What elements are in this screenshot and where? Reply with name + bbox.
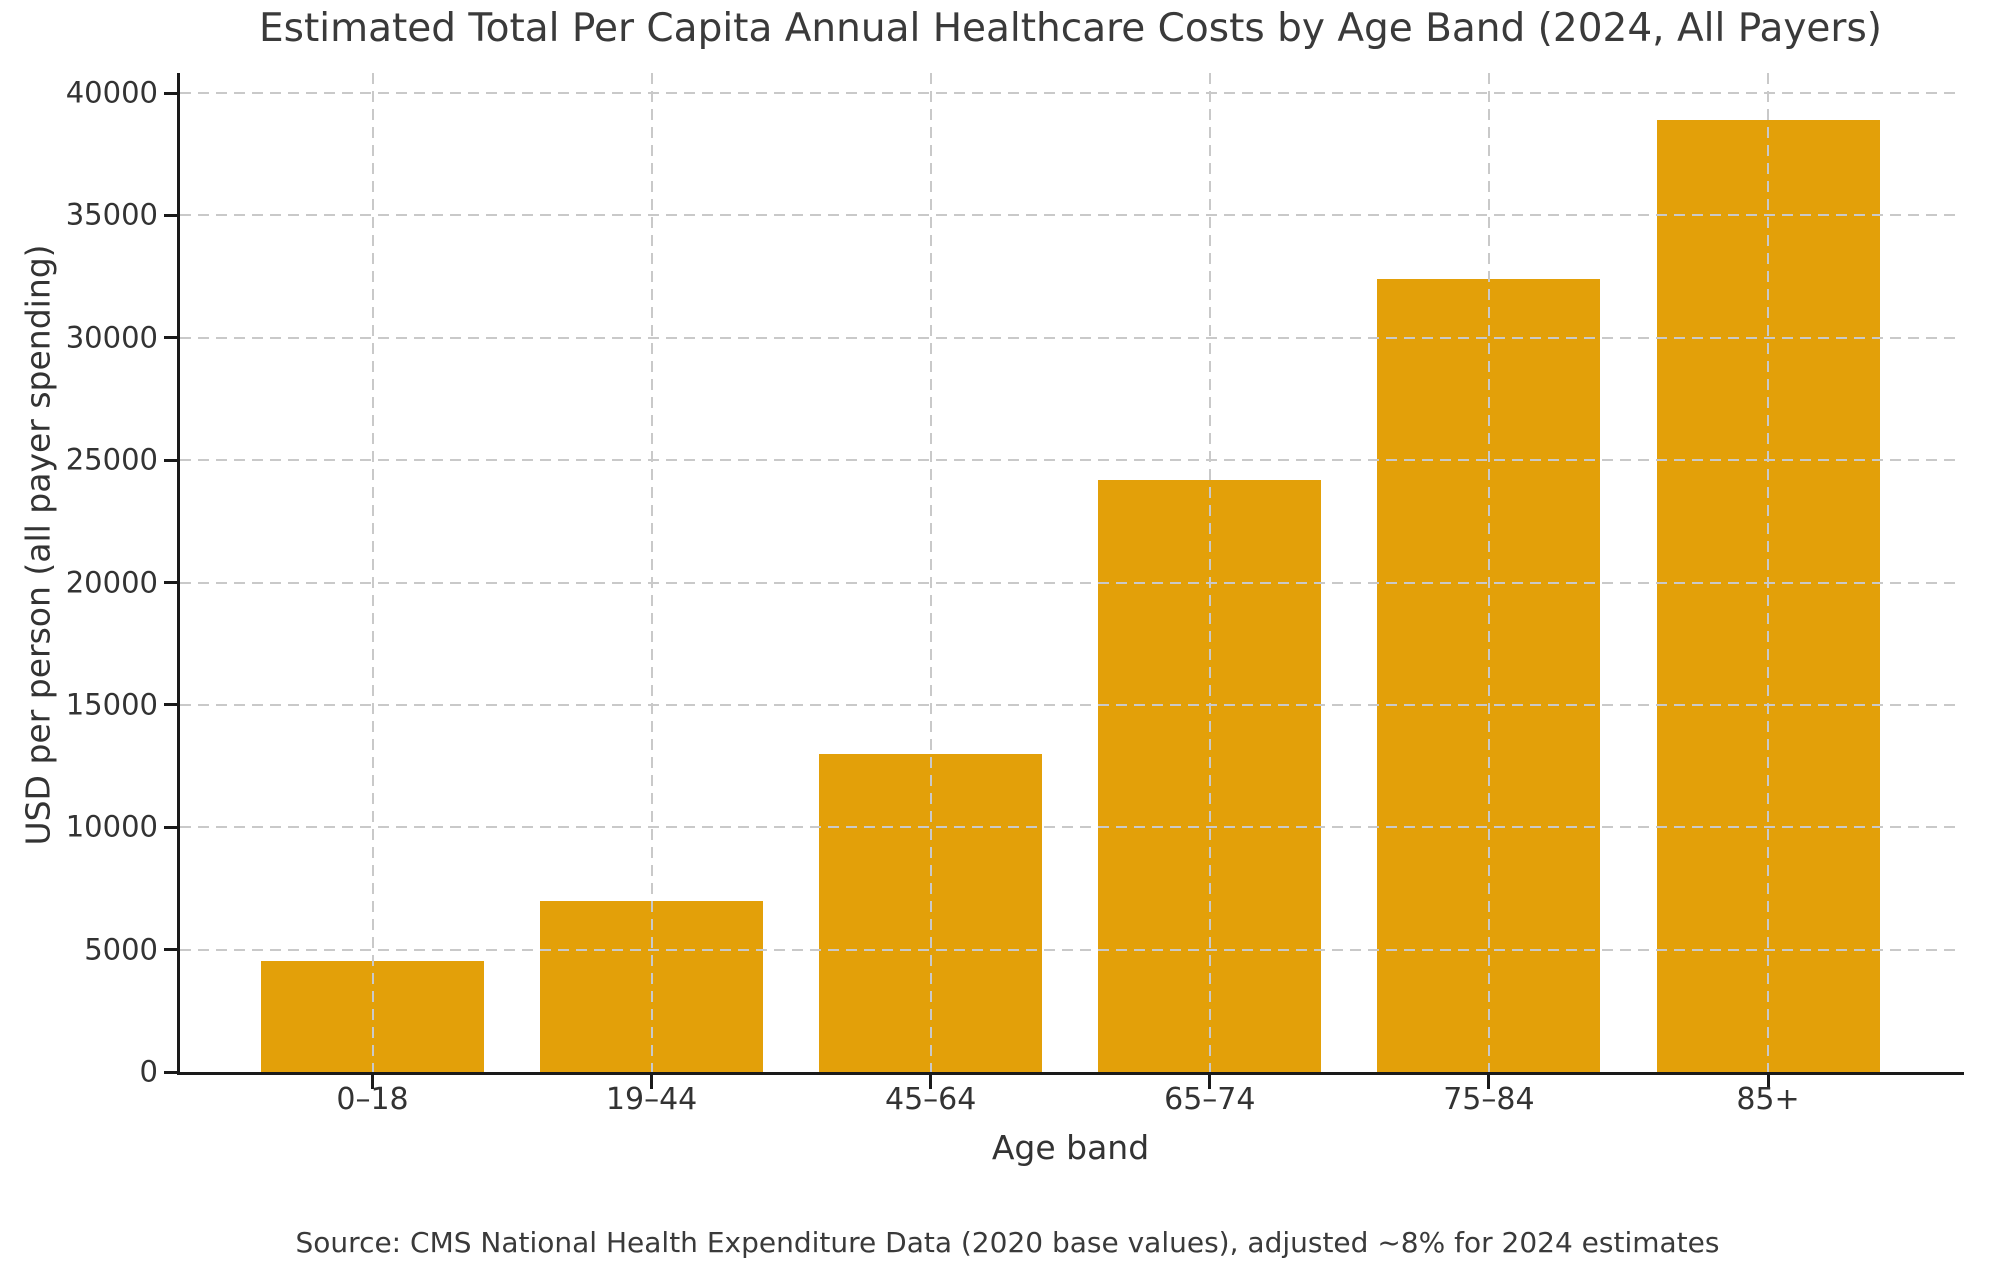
gridline-horizontal [180,826,1961,829]
y-tick-label: 30000 [65,320,158,355]
y-tick-mark [164,1070,178,1074]
y-tick-mark [164,948,178,952]
gridline-vertical [371,73,374,1072]
y-tick-label: 25000 [65,442,158,477]
y-axis-spine [177,73,180,1075]
gridline-vertical [1767,73,1769,1072]
gridline-horizontal [180,459,1961,462]
x-tick-label: 0–18 [336,1082,409,1117]
x-tick-label: 45–64 [885,1082,977,1117]
y-tick-mark [164,213,178,217]
y-tick-mark [164,825,178,829]
y-tick-label: 0 [139,1054,158,1089]
gridline-vertical [1208,73,1211,1072]
plot-area [180,73,1961,1072]
gridline-horizontal [180,214,1961,217]
y-tick-label: 20000 [65,564,158,599]
y-tick-mark [164,91,178,95]
x-tick-mark [929,1075,933,1089]
gridline-vertical [650,73,653,1072]
x-tick-mark [371,1075,374,1089]
y-tick-label: 35000 [65,197,158,232]
y-tick-mark [164,336,178,340]
x-tick-mark [1208,1075,1212,1089]
gridline-horizontal [180,581,1961,584]
gridline-vertical [929,73,932,1072]
y-tick-mark [164,703,178,707]
x-tick-label: 19–44 [605,1082,698,1117]
y-tick-label: 10000 [65,809,158,844]
x-axis-label: Age band [991,1128,1150,1167]
x-axis-spine [177,1072,1964,1075]
x-tick-mark [1766,1075,1770,1089]
y-tick-mark [164,581,178,584]
chart-title: Estimated Total Per Capita Annual Health… [258,6,1882,51]
y-tick-label: 5000 [84,931,158,966]
source-note: Source: CMS National Health Expenditure … [295,1226,1720,1259]
gridline-horizontal [180,703,1961,706]
x-tick-label: 75–84 [1443,1082,1535,1117]
y-tick-label: 40000 [65,75,158,110]
gridline-horizontal [180,336,1961,339]
x-tick-mark [1487,1075,1491,1089]
x-tick-mark [650,1075,654,1089]
y-tick-mark [164,458,178,462]
gridline-horizontal [180,948,1961,951]
y-tick-label: 15000 [65,687,158,722]
gridline-horizontal [180,92,1961,94]
x-tick-label: 65–74 [1164,1082,1256,1117]
x-tick-label: 85+ [1736,1082,1800,1117]
gridline-vertical [1487,73,1490,1072]
